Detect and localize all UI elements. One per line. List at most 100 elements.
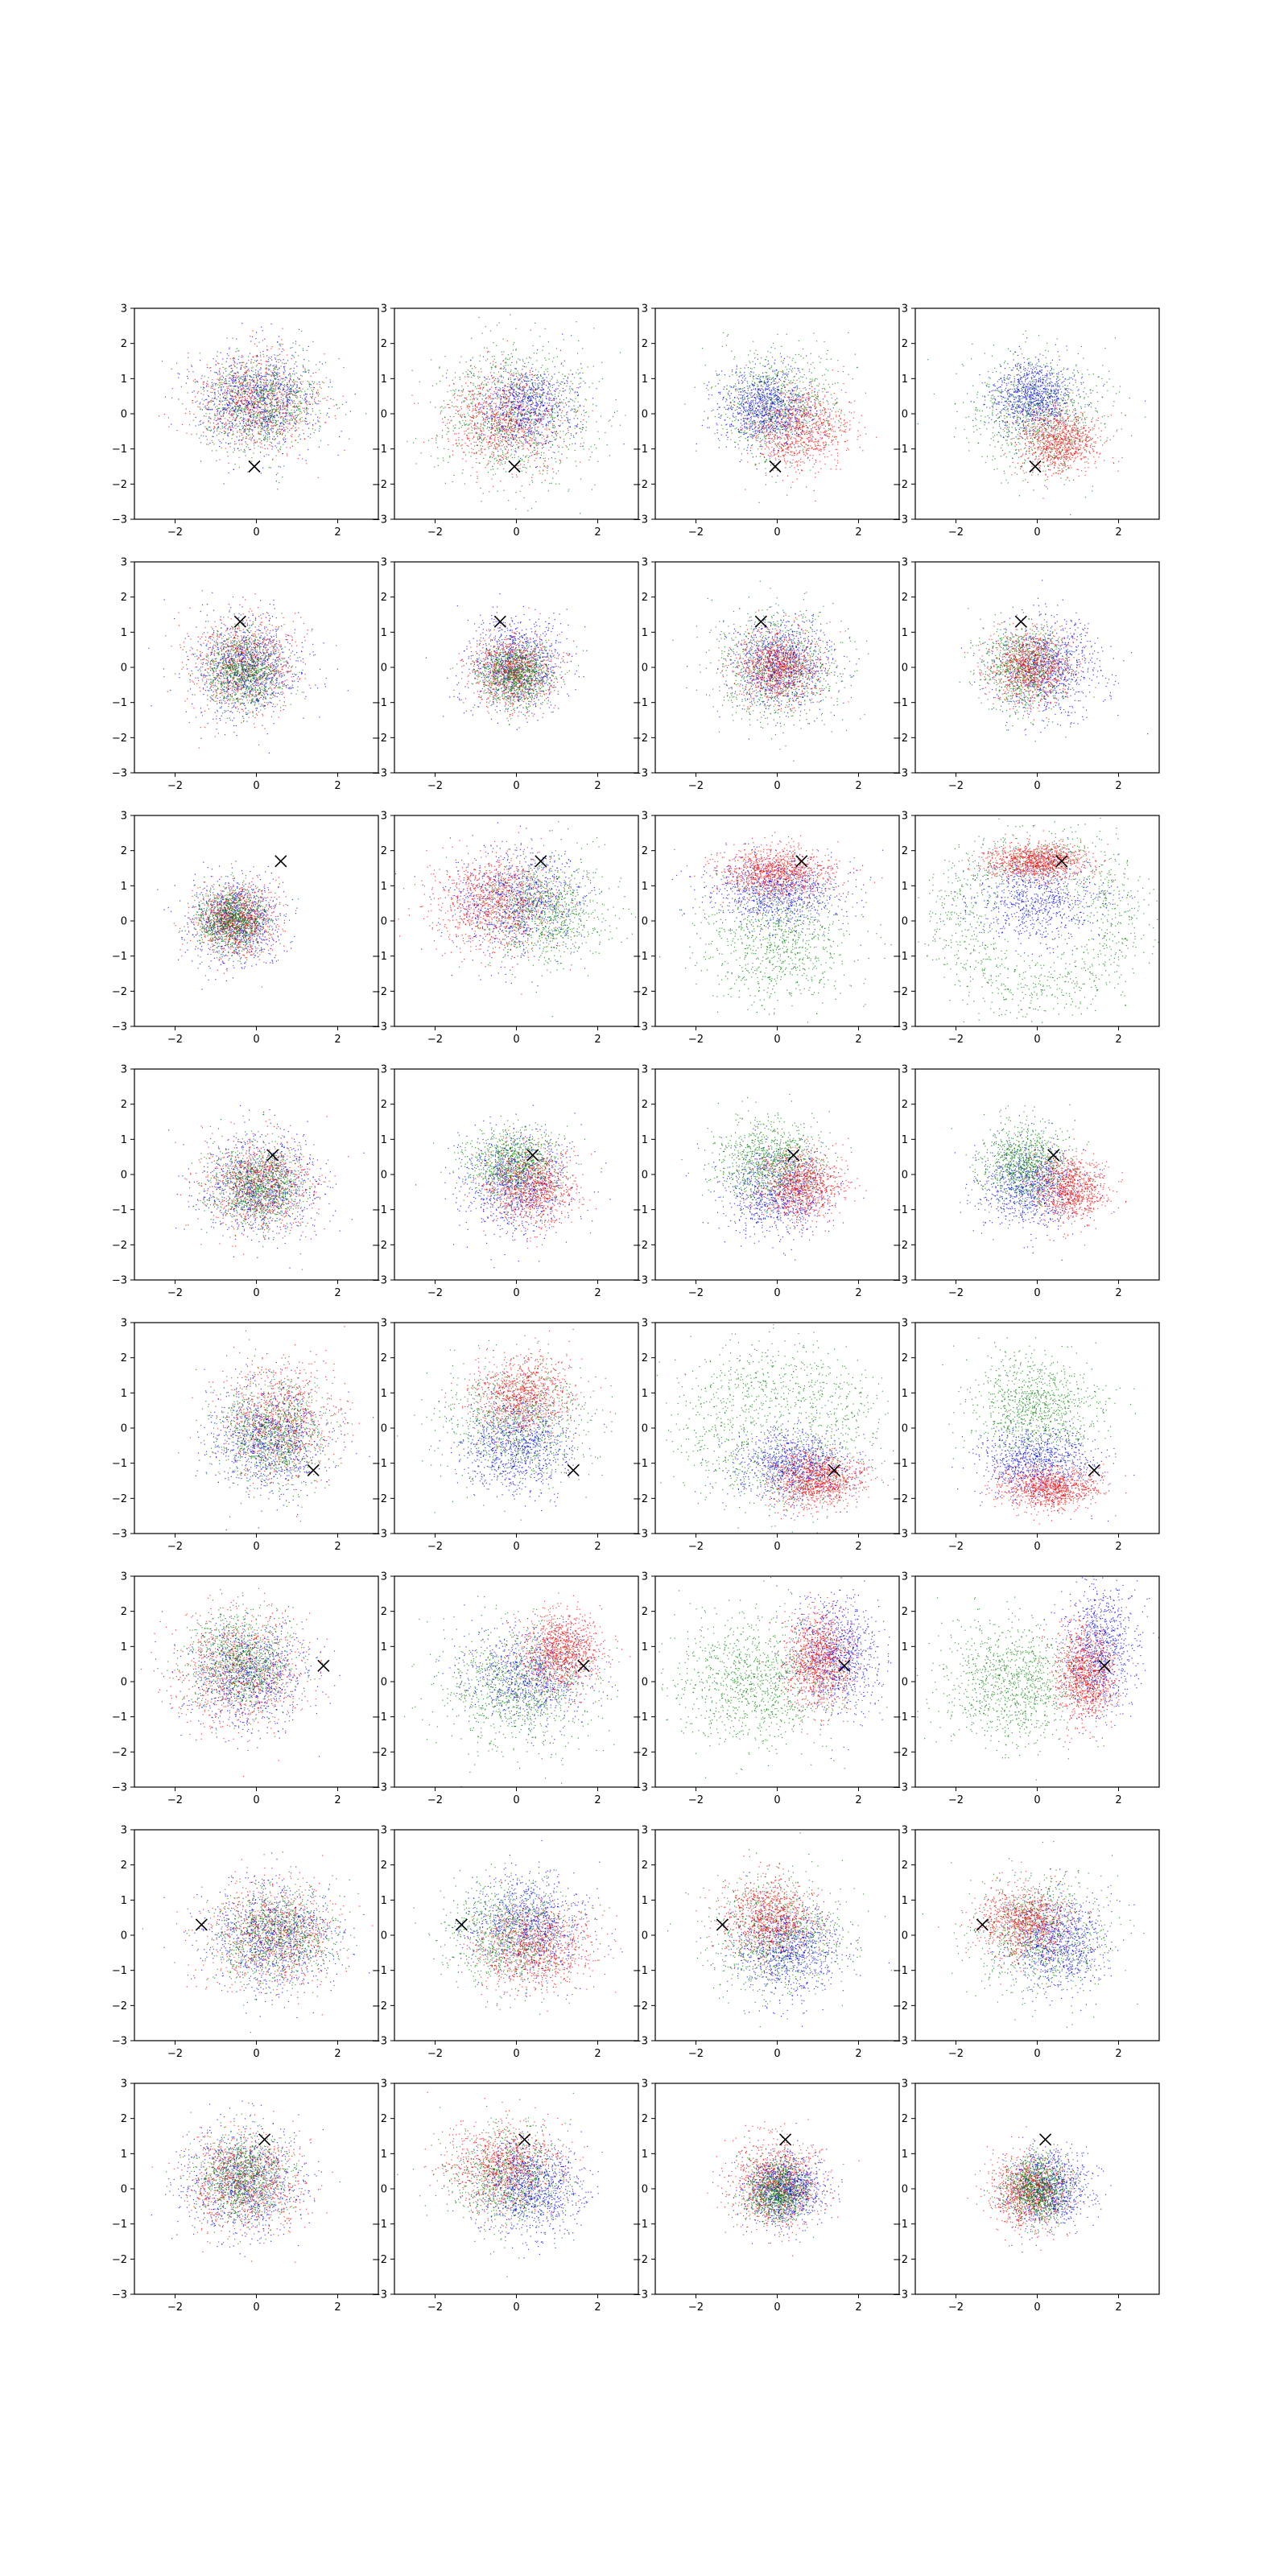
scatter-point	[279, 441, 280, 442]
scatter-point	[565, 402, 566, 403]
scatter-point	[267, 361, 268, 362]
scatter-point	[500, 443, 501, 444]
scatter-point	[200, 420, 201, 421]
scatter-point	[616, 399, 617, 400]
scatter-point	[483, 424, 484, 425]
scatter-point	[226, 423, 227, 424]
scatter-point	[249, 396, 250, 397]
scatter-point	[453, 475, 454, 476]
scatter-point	[555, 438, 556, 439]
scatter-point	[524, 386, 525, 387]
scatter-point	[223, 386, 224, 387]
scatter-point	[452, 444, 453, 445]
scatter-point	[298, 406, 299, 407]
scatter-point	[500, 438, 501, 439]
scatter-point	[488, 444, 489, 445]
scatter-point	[268, 426, 269, 427]
scatter-point	[493, 377, 494, 378]
scatter-point	[492, 443, 493, 444]
scatter-point	[481, 442, 482, 443]
scatter-point	[491, 411, 492, 412]
scatter-point	[321, 388, 322, 389]
scatter-point	[516, 361, 517, 362]
scatter-point	[266, 390, 267, 391]
scatter-point	[528, 457, 529, 458]
scatter-point	[517, 423, 518, 424]
scatter-point	[501, 375, 502, 376]
scatter-point	[467, 413, 468, 414]
scatter-point	[523, 426, 524, 427]
scatter-point	[522, 467, 523, 468]
scatter-point	[510, 401, 511, 402]
scatter-point	[260, 447, 261, 448]
scatter-point	[586, 399, 587, 400]
scatter-point	[552, 425, 553, 426]
scatter-point	[490, 393, 491, 394]
scatter-point	[254, 398, 255, 399]
scatter-point	[504, 390, 505, 391]
scatter-point	[221, 443, 222, 444]
scatter-point	[267, 385, 268, 386]
scatter-point	[235, 412, 236, 413]
scatter-point	[286, 421, 287, 422]
scatter-point	[560, 437, 561, 438]
scatter-point	[290, 379, 291, 380]
scatter-point	[228, 429, 229, 430]
scatter-point	[581, 368, 582, 369]
scatter-point	[476, 442, 477, 443]
scatter-point	[494, 444, 495, 445]
scatter-point	[557, 433, 558, 434]
scatter-point	[552, 385, 553, 386]
scatter-point	[480, 445, 481, 446]
scatter-point	[290, 388, 291, 389]
scatter-point	[266, 355, 267, 356]
scatter-point	[300, 421, 301, 422]
scatter-point	[274, 393, 275, 394]
scatter-point	[294, 405, 295, 406]
scatter-point	[486, 406, 487, 407]
scatter-point	[278, 355, 279, 356]
scatter-point	[230, 358, 231, 359]
scatter-point	[491, 418, 492, 419]
scatter-point	[248, 382, 249, 383]
scatter-point	[207, 439, 208, 440]
scatter-point	[552, 406, 553, 407]
scatter-point	[207, 428, 208, 429]
scatter-point	[338, 455, 339, 456]
scatter-point	[277, 392, 278, 393]
scatter-point	[527, 403, 528, 404]
scatter-point	[521, 381, 522, 382]
scatter-point	[343, 396, 344, 397]
scatter-point	[541, 415, 542, 416]
scatter-point	[540, 467, 541, 468]
scatter-point	[217, 419, 218, 420]
scatter-point	[491, 431, 492, 432]
scatter-point	[306, 403, 307, 404]
scatter-point	[228, 420, 229, 421]
scatter-point	[520, 389, 521, 390]
scatter-point	[558, 419, 559, 420]
scatter-point	[225, 422, 226, 423]
scatter-point	[247, 429, 248, 430]
scatter-point	[216, 420, 217, 421]
scatter-point	[213, 405, 214, 406]
scatter-point	[271, 399, 272, 400]
scatter-point	[528, 362, 529, 363]
scatter-point	[283, 349, 284, 350]
scatter-point	[259, 375, 260, 376]
scatter-point	[511, 449, 512, 450]
scatter-point	[305, 369, 306, 370]
scatter-point	[536, 360, 537, 361]
scatter-point	[474, 453, 475, 454]
scatter-point	[200, 442, 201, 443]
scatter-point	[315, 430, 316, 431]
scatter-point	[213, 389, 214, 390]
scatter-point	[478, 403, 479, 404]
scatter-point	[300, 418, 301, 419]
scatter-point	[500, 368, 501, 369]
scatter-point	[244, 372, 245, 373]
scatter-point	[204, 426, 205, 427]
scatter-point	[295, 388, 296, 389]
scatter-point	[202, 409, 203, 410]
scatter-point	[505, 358, 506, 359]
